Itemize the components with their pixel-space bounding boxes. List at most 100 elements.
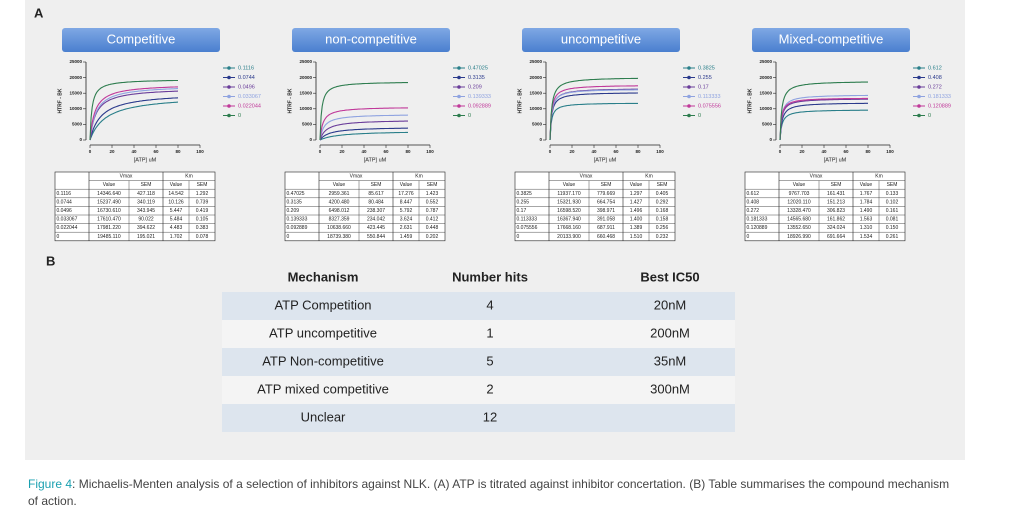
- fit-curve: [549, 92, 638, 141]
- table-cell: 4.483: [170, 225, 183, 231]
- legend-label: 0.120889: [928, 103, 951, 109]
- y-tick-label: 5000: [72, 122, 83, 127]
- table-cell: 0: [747, 234, 750, 240]
- fit-curve: [779, 81, 868, 141]
- fit-curve: [549, 102, 638, 141]
- table-cell: 0.033067: [57, 217, 78, 223]
- table-cell: 13552.650: [787, 225, 811, 231]
- table-cell: 1.427: [630, 199, 643, 205]
- legend-marker: [917, 85, 921, 89]
- table-group-header: Vmax: [120, 174, 133, 180]
- legend-marker: [227, 75, 231, 80]
- table-cell: 0.405: [656, 191, 669, 197]
- table-cell: ATP uncompetitive: [269, 325, 377, 340]
- table-cell: 0.202: [426, 234, 439, 240]
- x-tick-label: 80: [635, 149, 641, 154]
- legend-label: 0.255: [698, 75, 712, 81]
- table-cell: 0.232: [656, 234, 669, 240]
- table-cell: 0.120889: [747, 225, 768, 231]
- legend-marker: [687, 66, 691, 70]
- table-cell: 0.419: [196, 208, 209, 214]
- y-tick-label: 5000: [762, 122, 773, 127]
- table-header: Value: [563, 182, 576, 188]
- y-tick-label: 5000: [532, 122, 543, 127]
- fit-curve: [89, 88, 178, 141]
- table-cell: 10638.660: [327, 225, 351, 231]
- legend-label: 0.181333: [928, 94, 951, 100]
- legend-label: 0.17: [698, 84, 709, 90]
- chart-title-box: [292, 28, 450, 52]
- table-header: Value: [333, 182, 346, 188]
- table-cell: 687.911: [597, 225, 615, 231]
- table-group-header: Km: [185, 174, 193, 180]
- figure: A B Competitive0500010000150002000025000…: [25, 0, 965, 460]
- x-tick-label: 20: [339, 149, 345, 154]
- table-header: Number hits: [452, 269, 528, 284]
- legend-label: 0: [238, 113, 241, 119]
- table-cell: 0.1116: [57, 191, 72, 197]
- legend-marker: [457, 113, 461, 118]
- table-group-header: Vmax: [580, 174, 593, 180]
- y-tick-label: 0: [79, 137, 82, 142]
- table-group-header: Vmax: [350, 174, 363, 180]
- table-group-header: Km: [645, 174, 653, 180]
- table-cell: 161.431: [827, 191, 845, 197]
- legend-marker: [457, 66, 461, 70]
- legend-label: 0.612: [928, 65, 942, 71]
- table-cell: 0.3135: [287, 199, 303, 205]
- legend-label: 0.0744: [238, 75, 255, 81]
- table-cell: 18739.380: [327, 234, 351, 240]
- fit-curve: [89, 101, 179, 141]
- table-cell: 398.971: [597, 208, 615, 214]
- x-tick-label: 100: [196, 149, 204, 154]
- table-cell: 13328.470: [787, 208, 811, 214]
- y-tick-label: 25000: [299, 59, 312, 64]
- table-group-header: Km: [415, 174, 423, 180]
- table-cell: 306.823: [827, 208, 845, 214]
- x-tick-label: 100: [426, 149, 434, 154]
- legend-marker: [227, 113, 231, 118]
- table-cell: 0.075556: [517, 225, 538, 231]
- fit-curve: [779, 98, 868, 141]
- table-cell: ATP Competition: [274, 297, 371, 312]
- table-cell: 14.542: [168, 191, 184, 197]
- x-tick-label: 80: [405, 149, 411, 154]
- table-cell: 200nM: [650, 325, 690, 340]
- table-cell: 0.158: [656, 217, 669, 223]
- table-cell: 0.133: [886, 191, 899, 197]
- legend-marker: [917, 94, 921, 99]
- table-cell: 1.297: [630, 191, 643, 197]
- table-cell: 2.631: [400, 225, 413, 231]
- table-cell: 0.105: [196, 217, 209, 223]
- table-cell: 0.139333: [287, 217, 308, 223]
- table-cell: 0.552: [426, 199, 439, 205]
- table-cell: 1: [486, 325, 493, 340]
- table-cell: 1.389: [630, 225, 643, 231]
- legend-label: 0.113333: [698, 94, 721, 100]
- legend-label: 0: [698, 113, 701, 119]
- table-cell: 10.126: [168, 199, 184, 205]
- panel-label: A: [34, 5, 44, 20]
- legend-marker: [917, 113, 921, 118]
- y-tick-label: 10000: [529, 106, 542, 111]
- table-cell: 5.792: [400, 208, 413, 214]
- legend-marker: [687, 104, 691, 108]
- legend-label: 0.139333: [468, 94, 491, 100]
- table-cell: 6498.012: [329, 208, 350, 214]
- chart-title-box: [62, 28, 220, 52]
- y-tick-label: 20000: [299, 75, 312, 80]
- table-cell: 85.617: [368, 191, 384, 197]
- legend-marker: [457, 94, 461, 99]
- table-cell: 17.276: [398, 191, 414, 197]
- table-cell: 691.664: [827, 234, 845, 240]
- table-cell: 1.784: [860, 199, 873, 205]
- table-header: Value: [170, 182, 183, 188]
- table-cell: 0.022044: [57, 225, 78, 231]
- table-cell: 0.47025: [287, 191, 305, 197]
- legend-marker: [687, 113, 691, 118]
- fit-curve: [89, 86, 178, 141]
- table-cell: 0.102: [886, 199, 899, 205]
- x-axis-label: [ATP] uM: [134, 157, 157, 163]
- table-header: Value: [793, 182, 806, 188]
- y-tick-label: 15000: [759, 90, 772, 95]
